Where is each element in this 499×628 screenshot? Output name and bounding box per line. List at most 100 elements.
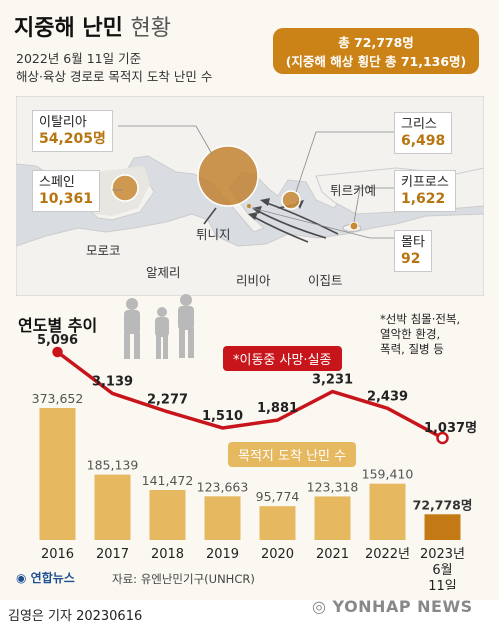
x-tick-label: 2023년 6월 11일 <box>420 547 465 590</box>
arrow-head <box>260 198 270 206</box>
line-labels: 5,096 3,139 2,277 1,510 1,881 3,231 2,439 1,037… <box>37 333 477 436</box>
desc-line: 해상·육상 경로로 목적지 도착 난민 수 <box>16 69 213 84</box>
bar-value-label: 72,778명 <box>413 497 473 512</box>
label-libya: 리비아 <box>236 273 271 288</box>
x-tick-label: 2021 <box>316 547 349 562</box>
route-arrow <box>255 209 327 239</box>
leader-lines <box>112 125 394 239</box>
country-name: 몰타 <box>401 235 425 250</box>
line-value-label: 1,510 <box>202 409 243 424</box>
country-box-italy: 이탈리아 54,205명 <box>32 110 113 152</box>
reporter-line: 김영은 기자 20230616 <box>8 609 143 624</box>
x-tick-label: 2016 <box>41 547 74 562</box>
line-point <box>436 431 449 445</box>
leader-line <box>118 125 213 155</box>
country-name: 키프로스 <box>401 175 449 190</box>
deaths-line <box>56 350 444 440</box>
country-value: 10,361 <box>39 191 94 207</box>
bar-value-label: 95,774 <box>256 489 300 504</box>
chart-note: *선박 침몰·전복, 열악한 환경, 폭력, 질병 등 <box>380 312 460 357</box>
x-tick-label: 2019 <box>206 547 239 562</box>
x-tick-label: 2018 <box>151 547 184 562</box>
note-line: 폭력, 질병 등 <box>380 342 444 356</box>
bar <box>314 496 351 540</box>
line-value-label: 2,439 <box>367 389 408 404</box>
leader-line <box>353 187 394 223</box>
logo-text: 연합뉴스 <box>30 571 75 585</box>
country-name: 스페인 <box>39 175 75 190</box>
africa-land <box>16 213 484 296</box>
bar-value-label: 123,318 <box>307 479 359 494</box>
line-value-label: 1,881 <box>257 401 298 416</box>
deaths-series-label: *이동중 사망·실종 <box>223 346 342 371</box>
country-name: 그리스 <box>401 117 437 132</box>
bar <box>369 483 406 540</box>
arrow-head <box>248 212 258 220</box>
malta-bubble <box>247 204 251 208</box>
globe-icon: ◎ <box>312 597 327 616</box>
x-tick-label: 2020 <box>261 547 294 562</box>
country-box-malta: 몰타 92 <box>394 230 432 272</box>
infographic-card: 지중해 난민 현황 2022년 6월 11일 기준 해상·육상 경로로 목적지 … <box>0 0 499 600</box>
bar <box>424 514 461 540</box>
bar <box>204 496 241 540</box>
section-title: 연도별 추이 <box>18 316 98 335</box>
route-arrows <box>203 201 339 243</box>
total-line-2: (지중해 해상 횡단 총 71,136명) <box>285 54 467 69</box>
page-title: 지중해 난민 현황 <box>14 10 171 42</box>
bar-value-label: 373,652 <box>32 391 84 406</box>
route-arrow <box>263 201 339 235</box>
line-value-label: 2,277 <box>147 393 188 408</box>
arrivals-series-label: 목적지 도착 난민 수 <box>228 442 357 467</box>
label-tunisia: 튀니지 <box>196 227 231 242</box>
line-series <box>52 346 449 445</box>
label-algeria: 알제리 <box>146 265 181 280</box>
title-sub: 현황 <box>130 16 172 41</box>
yonhap-news-logo: ◎ YONHAP NEWS <box>312 597 473 616</box>
x-tick-label: 2022년 <box>365 547 410 562</box>
country-value: 54,205명 <box>39 131 106 147</box>
country-value: 6,498 <box>401 133 446 149</box>
country-value: 92 <box>401 251 421 267</box>
date-line: 2022년 6월 11일 기준 <box>16 51 142 66</box>
title-main: 지중해 난민 <box>14 16 123 41</box>
total-line-1: 총 72,778명 <box>338 35 414 50</box>
bar-value-label: 185,139 <box>87 458 139 473</box>
label-egypt: 이집트 <box>308 273 343 288</box>
line-value-label: 3,231 <box>312 373 353 388</box>
x-axis-labels: 2016 2017 2018 2019 2020 2021 2022년 2023년 6월 11일 <box>41 547 465 590</box>
italy-bubble <box>197 145 259 207</box>
line-value-label: 3,139 <box>92 374 133 389</box>
note-line: *선박 침몰·전복, <box>380 312 461 326</box>
source-line: 자료: 유엔난민기구(UNHCR) <box>112 572 255 586</box>
label-turkiye: 튀르키예 <box>330 183 377 198</box>
arrow-head <box>252 206 262 214</box>
route-arrow <box>203 207 217 225</box>
cyprus-bubble <box>349 221 359 231</box>
bar <box>94 474 131 540</box>
bar-series <box>39 408 461 540</box>
logo-text: YONHAP NEWS <box>332 597 473 616</box>
country-box-cyprus: 키프로스 1,622 <box>394 170 456 212</box>
globe-icon: ◉ <box>16 571 27 585</box>
country-value: 1,622 <box>401 191 446 207</box>
leader-line <box>251 207 394 239</box>
note-line: 열악한 환경, <box>380 327 441 341</box>
country-box-spain: 스페인 10,361 <box>32 170 101 212</box>
bar-value-label: 123,663 <box>197 479 249 494</box>
leader-line <box>295 131 394 193</box>
bar <box>149 490 186 540</box>
line-value-label: 5,096 <box>37 333 78 348</box>
line-point <box>52 346 63 358</box>
bar-value-label: 159,410 <box>362 467 414 482</box>
bar <box>39 408 76 540</box>
yonhap-logo-small: ◉ 연합뉴스 <box>16 569 75 586</box>
country-box-greece: 그리스 6,498 <box>394 112 453 154</box>
spain-bubble <box>111 174 139 202</box>
line-value-label: 1,037명 <box>424 420 477 436</box>
migrants-silhouette-icon <box>124 294 194 359</box>
greece-bubble <box>281 190 301 210</box>
x-tick-label: 2017 <box>96 547 129 562</box>
